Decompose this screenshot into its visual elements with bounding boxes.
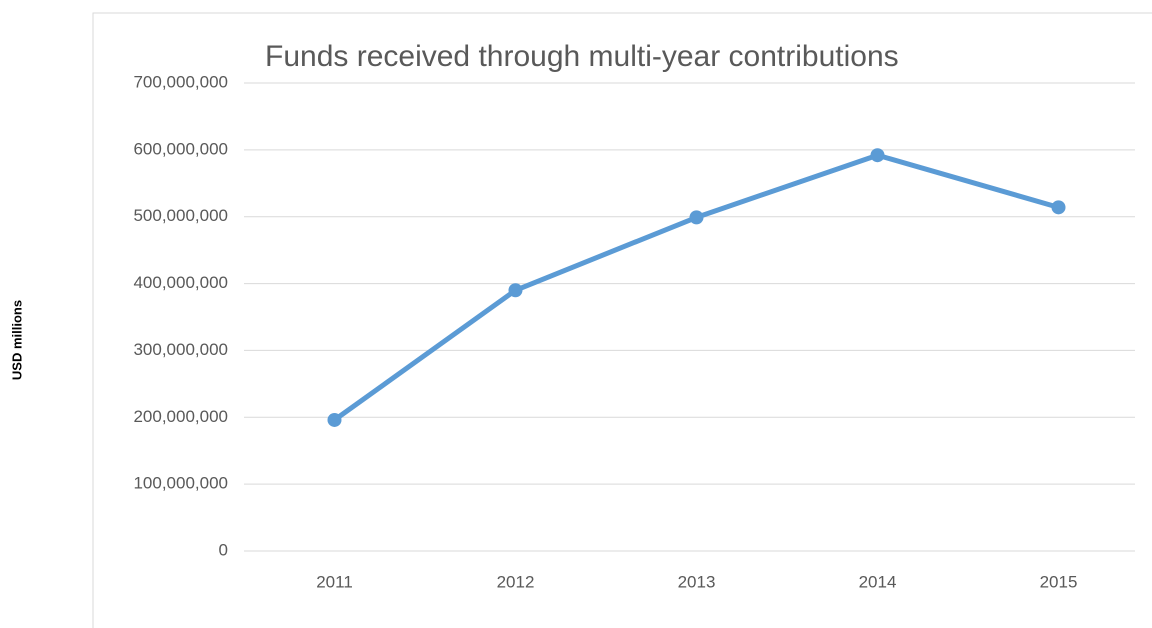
data-point bbox=[870, 148, 885, 163]
y-tick-label: 200,000,000 bbox=[133, 407, 228, 426]
data-point bbox=[1051, 200, 1066, 215]
data-point bbox=[689, 210, 704, 225]
y-tick-label: 600,000,000 bbox=[133, 139, 228, 158]
y-tick-label: 0 bbox=[219, 540, 228, 559]
series-line bbox=[333, 152, 1060, 422]
x-tick-label: 2014 bbox=[859, 572, 897, 591]
x-tick-label: 2012 bbox=[497, 572, 535, 591]
x-tick-label: 2015 bbox=[1040, 572, 1078, 591]
y-tick-label: 300,000,000 bbox=[133, 340, 228, 359]
chart-frame bbox=[92, 12, 1152, 628]
data-point bbox=[508, 283, 523, 298]
y-axis-label: USD millions bbox=[9, 300, 24, 380]
x-tick-label: 2013 bbox=[678, 572, 716, 591]
data-point bbox=[327, 412, 342, 427]
x-tick-label: 2011 bbox=[316, 572, 353, 591]
y-tick-label: 700,000,000 bbox=[133, 72, 228, 91]
y-tick-label: 500,000,000 bbox=[133, 206, 228, 225]
y-tick-label: 400,000,000 bbox=[133, 273, 228, 292]
y-tick-label: 100,000,000 bbox=[133, 474, 228, 493]
chart-title: Funds received through multi-year contri… bbox=[265, 40, 899, 73]
